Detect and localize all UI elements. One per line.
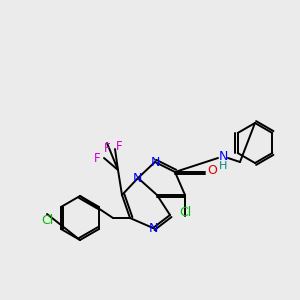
- Text: N: N: [132, 172, 142, 184]
- Text: F: F: [104, 142, 110, 154]
- Text: H: H: [219, 161, 227, 171]
- Text: N: N: [148, 221, 158, 235]
- Text: Cl: Cl: [179, 206, 191, 218]
- Text: F: F: [116, 140, 122, 154]
- Text: Cl: Cl: [41, 214, 53, 226]
- Text: F: F: [94, 152, 100, 164]
- Text: O: O: [207, 164, 217, 176]
- Text: N: N: [150, 155, 160, 169]
- Text: N: N: [218, 149, 228, 163]
